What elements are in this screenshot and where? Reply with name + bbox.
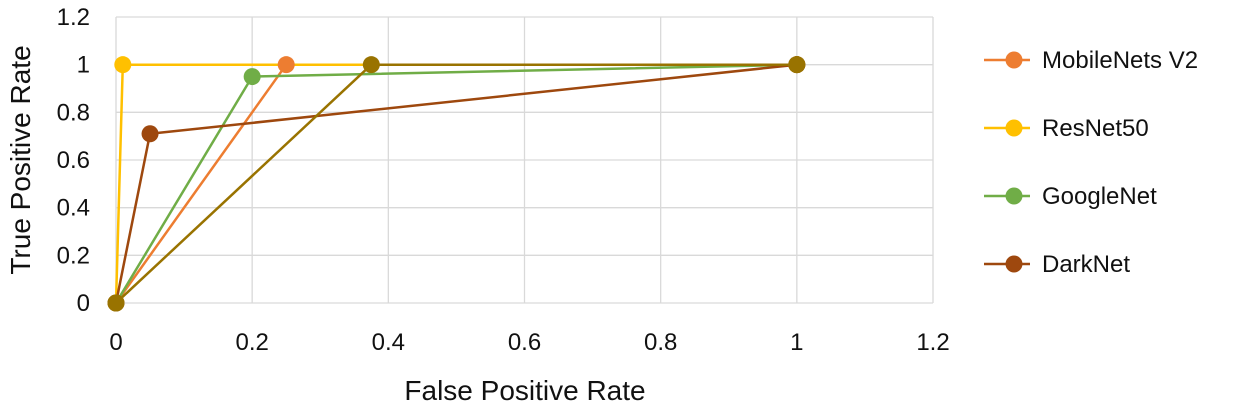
legend-label: ResNet50 — [1042, 115, 1149, 142]
legend-marker-swatch — [1005, 119, 1023, 137]
y-tick-label: 0.2 — [57, 242, 90, 269]
x-tick-label: 0.2 — [235, 329, 268, 356]
x-tick-label: 1 — [790, 329, 803, 356]
series-line-3 — [114, 63, 797, 304]
x-tick-label: 0.6 — [508, 329, 541, 356]
x-tick-label: 0 — [109, 329, 122, 356]
data-point — [277, 56, 295, 74]
legend-item: MobileNets V2 — [984, 47, 1198, 74]
data-point — [114, 56, 132, 74]
x-tick-label: 0.4 — [372, 329, 405, 356]
legend-marker-swatch — [1005, 187, 1023, 205]
data-point — [141, 125, 159, 143]
y-tick-label: 0.4 — [57, 195, 90, 222]
x-tick-label: 1.2 — [916, 329, 949, 356]
data-point — [243, 68, 261, 86]
legend-item: ResNet50 — [984, 115, 1149, 142]
x-axis-title: False Positive Rate — [404, 375, 645, 406]
y-tick-label: 0.8 — [57, 99, 90, 126]
legend-label: MobileNets V2 — [1042, 47, 1198, 74]
legend-item: DarkNet — [984, 251, 1130, 278]
y-tick-label: 1 — [77, 52, 90, 79]
tick-labels: 0 0.2 0.4 0.6 0.8 1 1.2 0 0.2 0.4 0.6 0.8 1 1.2 — [57, 4, 950, 356]
data-point — [788, 56, 806, 74]
gridlines — [115, 16, 934, 304]
legend-marker-swatch — [1005, 255, 1023, 273]
legend-label: GoogleNet — [1042, 183, 1157, 210]
legend-label: DarkNet — [1042, 251, 1130, 278]
legend: MobileNets V2 ResNet50 GoogleNet DarkNet — [984, 47, 1198, 278]
y-tick-label: 1.2 — [57, 4, 90, 31]
y-tick-label: 0.6 — [57, 147, 90, 174]
y-axis-title: True Positive Rate — [5, 45, 36, 274]
series-lines — [114, 63, 797, 304]
x-tick-label: 0.8 — [644, 329, 677, 356]
legend-item: GoogleNet — [984, 183, 1157, 210]
series-markers — [107, 56, 806, 312]
legend-marker-swatch — [1005, 51, 1023, 69]
data-point — [107, 294, 125, 312]
y-tick-label: 0 — [77, 290, 90, 317]
data-point — [362, 56, 380, 74]
